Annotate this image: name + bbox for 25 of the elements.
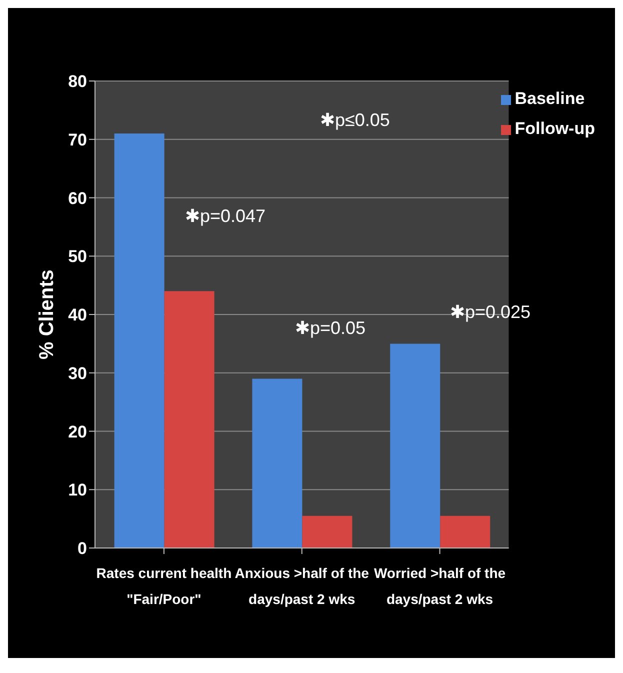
annotation: ✱p=0.025 (450, 301, 531, 323)
x-tick-label: Rates current health "Fair/Poor" (96, 564, 232, 607)
y-tick-label: 80 (68, 72, 87, 92)
y-tick-label: 40 (68, 306, 87, 325)
y-tick-label: 30 (68, 364, 87, 383)
bar (252, 378, 302, 548)
y-tick-label: 70 (68, 130, 87, 150)
y-tick-label: 0 (78, 539, 87, 558)
bar (114, 134, 164, 548)
legend-label: Follow-up (514, 119, 595, 138)
annotation: ✱p=0.047 (185, 205, 266, 227)
x-tick-label: Anxious >half of the days/past 2 wks (234, 564, 370, 607)
y-tick-label: 50 (68, 247, 87, 266)
bar (302, 516, 352, 548)
y-tick-label: 60 (68, 188, 87, 208)
y-tick-label: 20 (68, 422, 87, 442)
y-tick-label: 10 (68, 480, 87, 500)
x-tick-label: Worried >half of the days/past 2 wks (374, 564, 506, 607)
annotation: ✱p=0.05 (295, 317, 366, 339)
annotation: ✱p≤0.05 (320, 109, 390, 131)
bar (390, 344, 440, 548)
legend-label: Baseline (514, 89, 585, 108)
bar (440, 516, 490, 548)
bar (164, 291, 214, 548)
y-axis-title: % Clients (36, 269, 58, 360)
